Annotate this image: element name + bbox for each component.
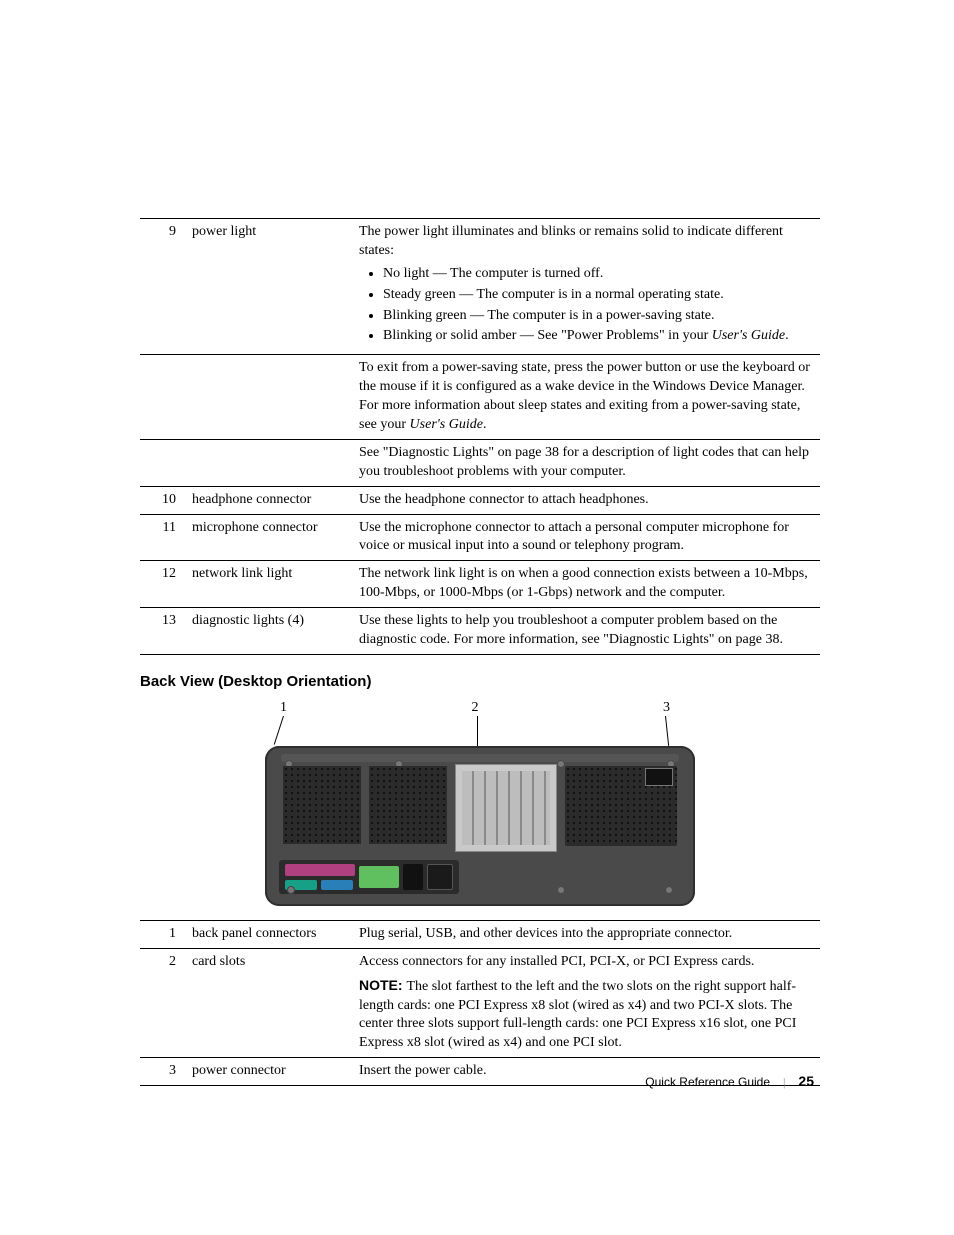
bullet: Steady green — The computer is in a norm… xyxy=(383,286,814,305)
row-name: microphone connector xyxy=(186,514,353,561)
row-name: headphone connector xyxy=(186,486,353,514)
row-name: back panel connectors xyxy=(186,920,353,948)
device-back-view xyxy=(265,746,695,906)
bullet: Blinking green — The computer is in a po… xyxy=(383,307,814,326)
fan-grille xyxy=(369,766,447,844)
bullet-text: Blinking or solid amber — See "Power Pro… xyxy=(383,328,712,343)
callout-num: 3 xyxy=(663,700,670,716)
row-name: network link light xyxy=(186,561,353,608)
page-footer: Quick Reference Guide | 25 xyxy=(645,1073,814,1090)
row-desc: Access connectors for any installed PCI,… xyxy=(353,948,820,1057)
row-desc-para2: To exit from a power-saving state, press… xyxy=(353,355,820,440)
row-name: power connector xyxy=(186,1058,353,1086)
row-num: 2 xyxy=(140,948,186,1057)
footer-title: Quick Reference Guide xyxy=(645,1075,770,1089)
desc-intro: The power light illuminates and blinks o… xyxy=(359,224,783,258)
row-desc: Use the microphone connector to attach a… xyxy=(353,514,820,561)
italic-ref: User's Guide xyxy=(410,417,483,432)
row-num: 12 xyxy=(140,561,186,608)
io-panel xyxy=(279,860,459,894)
row-num: 3 xyxy=(140,1058,186,1086)
row-name: power light xyxy=(186,219,353,355)
row-num: 9 xyxy=(140,219,186,355)
leader-lines xyxy=(265,716,695,746)
row-num: 13 xyxy=(140,608,186,655)
callout-num: 2 xyxy=(472,700,479,716)
italic-ref: User's Guide xyxy=(712,328,785,343)
fan-grille xyxy=(283,766,361,844)
back-view-diagram: 1 2 3 xyxy=(140,700,820,906)
row-desc: Use these lights to help you troubleshoo… xyxy=(353,608,820,655)
card-slots xyxy=(455,764,557,852)
row-num: 1 xyxy=(140,920,186,948)
row-num: 11 xyxy=(140,514,186,561)
bullet-list: No light — The computer is turned off. S… xyxy=(383,265,814,347)
power-socket xyxy=(645,768,673,786)
row-desc: Plug serial, USB, and other devices into… xyxy=(353,920,820,948)
period: . xyxy=(785,328,789,343)
desc-line1: Access connectors for any installed PCI,… xyxy=(359,953,814,972)
period: . xyxy=(483,417,487,432)
row-name: diagnostic lights (4) xyxy=(186,608,353,655)
row-name: card slots xyxy=(186,948,353,1057)
callout-num: 1 xyxy=(280,700,287,716)
bullet: Blinking or solid amber — See "Power Pro… xyxy=(383,327,814,346)
bullet: No light — The computer is turned off. xyxy=(383,265,814,284)
note-label: NOTE: xyxy=(359,977,406,993)
row-desc: The network link light is on when a good… xyxy=(353,561,820,608)
page-content: 9 power light The power light illuminate… xyxy=(140,218,820,1086)
row-num: 10 xyxy=(140,486,186,514)
footer-sep: | xyxy=(783,1075,785,1089)
section-heading: Back View (Desktop Orientation) xyxy=(140,673,820,690)
row-desc: The power light illuminates and blinks o… xyxy=(353,219,820,355)
footer-page-num: 25 xyxy=(798,1073,814,1089)
row-desc: Use the headphone connector to attach he… xyxy=(353,486,820,514)
row-desc-para3: See "Diagnostic Lights" on page 38 for a… xyxy=(353,439,820,486)
component-table-2: 1 back panel connectors Plug serial, USB… xyxy=(140,920,820,1086)
component-table-1: 9 power light The power light illuminate… xyxy=(140,218,820,655)
note-body: The slot farthest to the left and the tw… xyxy=(359,979,796,1051)
